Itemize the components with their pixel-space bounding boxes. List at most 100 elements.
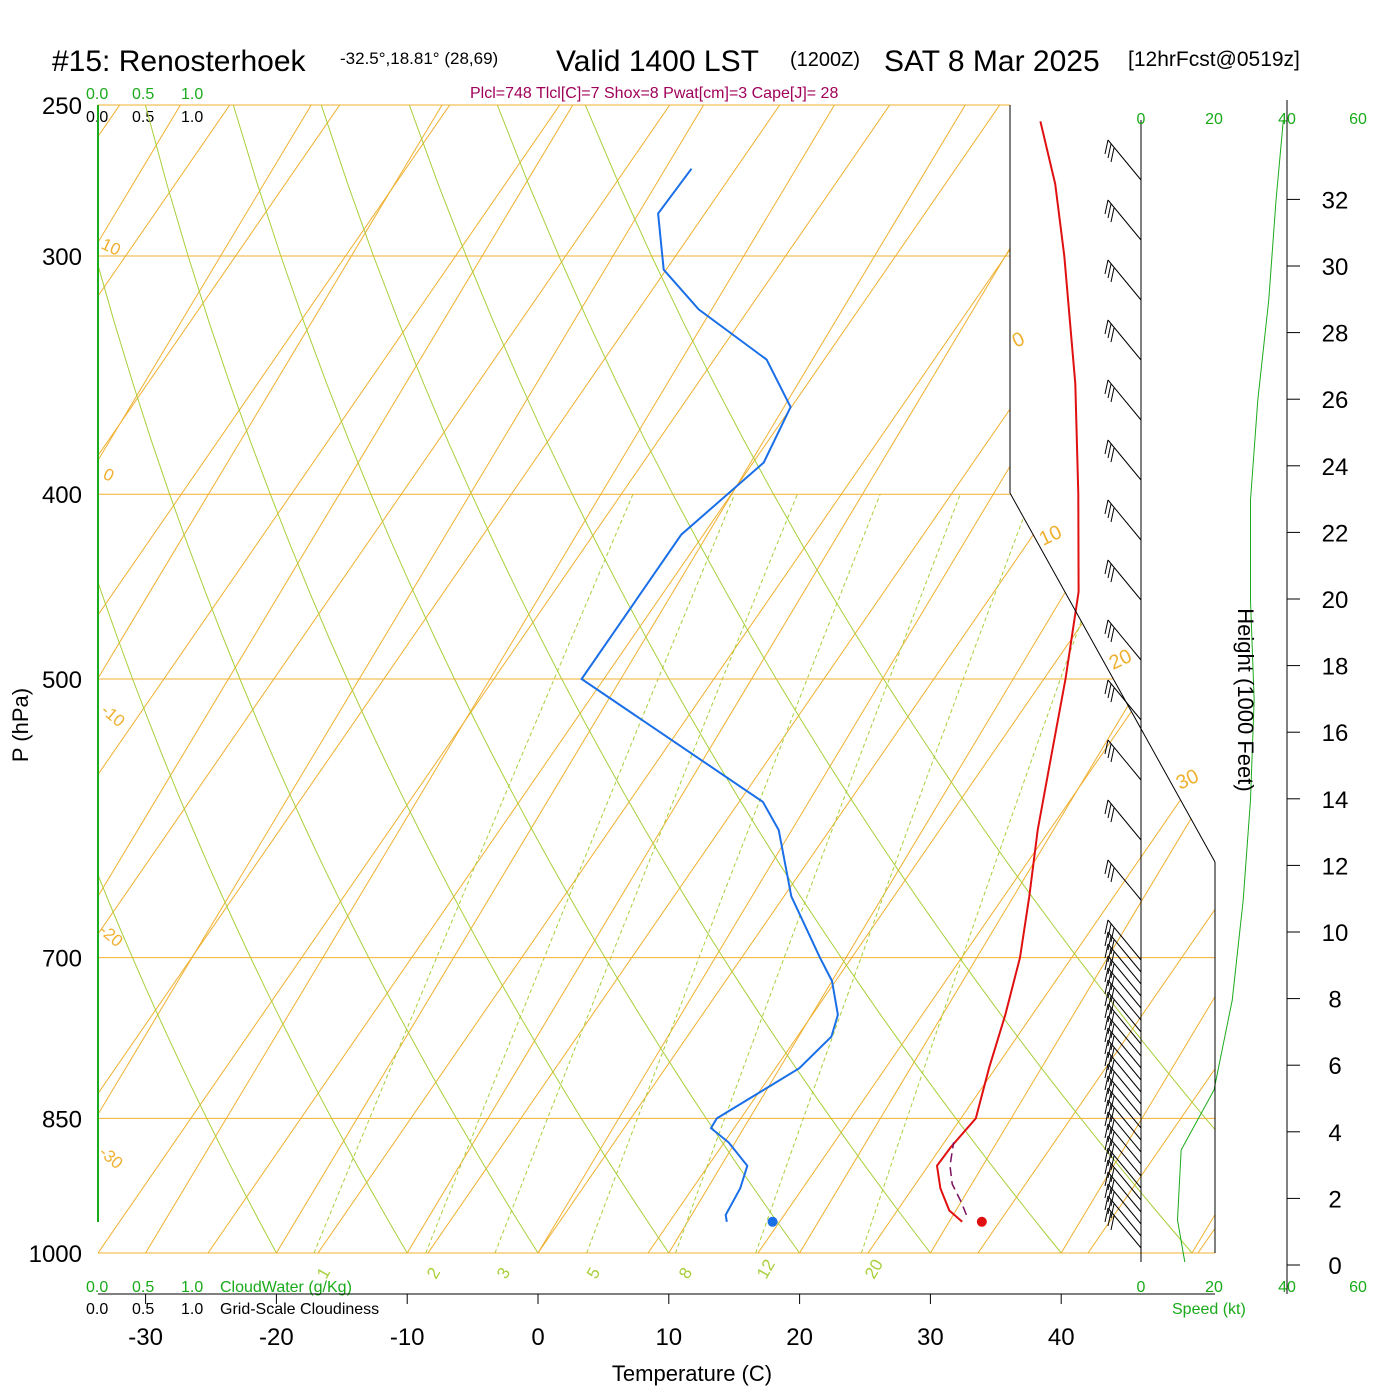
barb-staff <box>1107 859 1142 901</box>
barb-feather <box>1110 1179 1115 1195</box>
barb-feather <box>1104 439 1109 455</box>
barb-feather <box>1110 939 1115 955</box>
parcel-trace <box>949 1142 968 1216</box>
height-tick-26: 26 <box>1322 387 1349 414</box>
wind-barb <box>1104 1147 1142 1189</box>
wind-speed-line <box>1176 119 1284 1263</box>
speed-tick-bottom-0: 0 <box>1137 1279 1146 1296</box>
isotherm-label: -10 <box>97 701 128 731</box>
barb-feather <box>1110 267 1115 283</box>
height-tick-28: 28 <box>1322 321 1349 348</box>
barb-feather <box>1104 139 1109 155</box>
barb-staff <box>1107 439 1142 481</box>
barb-feather <box>1107 1031 1112 1047</box>
wind-barb <box>1104 259 1142 301</box>
barb-feather <box>1104 931 1109 947</box>
wind-barb <box>1104 1135 1142 1177</box>
cloud-scale-top-black-1: 0.5 <box>132 109 154 126</box>
wind-barb <box>1104 139 1142 181</box>
mixing-ratio-line <box>675 494 961 1253</box>
barb-staff <box>1107 943 1142 985</box>
barb-feather <box>1104 1015 1109 1031</box>
dry-adiabat-line <box>98 105 1169 1253</box>
barb-feather <box>1104 955 1109 971</box>
barb-feather <box>1107 743 1112 759</box>
isotherm-line <box>98 105 443 1253</box>
dry-adiabat-line <box>98 105 509 1253</box>
barb-feather <box>1107 503 1112 519</box>
barb-feather <box>1104 1111 1109 1127</box>
barb-feather <box>1107 971 1112 987</box>
location-label: -32.5°,18.81° (28,69) <box>340 49 498 68</box>
barb-feather <box>1110 507 1115 523</box>
barb-feather <box>1110 1203 1115 1219</box>
isotherm-line <box>1060 105 1215 1253</box>
barb-feather <box>1104 1159 1109 1175</box>
barb-staff <box>1107 259 1142 301</box>
wind-barb <box>1104 955 1142 997</box>
barb-feather <box>1104 1123 1109 1139</box>
barb-staff <box>1107 1063 1142 1105</box>
barb-feather <box>1110 999 1115 1015</box>
barb-feather <box>1104 1051 1109 1067</box>
barb-staff <box>1107 1207 1142 1249</box>
barb-feather <box>1110 447 1115 463</box>
barb-feather <box>1110 987 1115 1003</box>
height-tick-0: 0 <box>1328 1253 1341 1280</box>
wind-barb <box>1104 991 1142 1033</box>
moist-adiabat-line <box>98 105 539 1253</box>
isotherm-label: -30 <box>95 1143 126 1173</box>
mixing-ratio-line <box>494 494 798 1253</box>
wind-barb <box>1104 799 1142 841</box>
barb-feather <box>1110 1191 1115 1207</box>
dry-adiabat-line <box>98 105 839 1253</box>
barb-feather <box>1107 983 1112 999</box>
barb-feather <box>1104 679 1109 695</box>
barb-feather <box>1107 947 1112 963</box>
barb-staff <box>1107 139 1142 181</box>
speed-tick-bottom-40: 40 <box>1278 1279 1296 1296</box>
barb-staff <box>1107 199 1142 241</box>
height-tick-18: 18 <box>1322 654 1349 681</box>
barb-feather <box>1107 1115 1112 1131</box>
barb-feather <box>1104 619 1109 635</box>
mixing-ratio-label: 12 <box>753 1256 779 1282</box>
speed-tick-top-20: 20 <box>1205 111 1223 128</box>
barb-feather <box>1110 1071 1115 1087</box>
barb-feather <box>1107 959 1112 975</box>
barb-staff <box>1107 1039 1142 1081</box>
barb-feather <box>1110 1095 1115 1111</box>
wind-barb <box>1104 1183 1142 1225</box>
barb-feather <box>1110 1155 1115 1171</box>
wind-barb <box>1104 1063 1142 1105</box>
barb-staff <box>1107 1087 1142 1129</box>
dry-adiabat-line <box>98 105 949 1253</box>
temperature-tick--10: -10 <box>390 1324 425 1351</box>
cloud-scale-bottom-black-2: 1.0 <box>181 1301 203 1318</box>
mixing-ratio-label: 5 <box>583 1264 604 1282</box>
y-axis-title: P (hPa) <box>8 688 33 762</box>
barb-feather <box>1104 739 1109 755</box>
barb-feather <box>1110 387 1115 403</box>
barb-feather <box>1110 1035 1115 1051</box>
utc-time: (1200Z) <box>790 49 860 71</box>
barb-feather <box>1110 963 1115 979</box>
moist-adiabat-line <box>98 105 277 1253</box>
wind-barb <box>1104 967 1142 1009</box>
barb-feather <box>1107 623 1112 639</box>
barb-staff <box>1107 1171 1142 1213</box>
barb-feather <box>1110 1011 1115 1027</box>
mixing-ratio-line <box>313 494 634 1253</box>
barb-feather <box>1107 1127 1112 1143</box>
mixing-ratio-label: 2 <box>423 1264 444 1282</box>
barb-feather <box>1104 1075 1109 1091</box>
isotherm-line <box>1191 105 1215 1253</box>
moist-adiabat-line <box>496 105 1193 1253</box>
barb-staff <box>1107 499 1142 541</box>
wind-barb <box>1104 1003 1142 1045</box>
barb-feather <box>1104 1147 1109 1163</box>
barb-feather <box>1110 147 1115 163</box>
barb-feather <box>1107 1091 1112 1107</box>
wind-barb <box>1104 1171 1142 1213</box>
barb-feather <box>1104 1003 1109 1019</box>
